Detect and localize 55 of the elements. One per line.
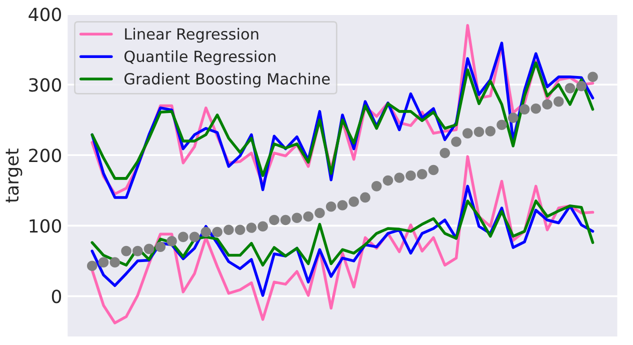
point bbox=[530, 103, 542, 114]
point bbox=[303, 211, 314, 222]
point bbox=[588, 72, 598, 82]
point bbox=[406, 170, 416, 181]
point bbox=[496, 120, 507, 130]
point bbox=[348, 196, 359, 207]
point bbox=[178, 232, 188, 242]
y-axis-title: target bbox=[6, 148, 22, 203]
point bbox=[269, 214, 280, 226]
point bbox=[553, 96, 564, 107]
point bbox=[360, 192, 370, 203]
legend-label: Linear Regression bbox=[125, 28, 258, 43]
point bbox=[144, 244, 154, 254]
point bbox=[314, 208, 325, 218]
legend-label: Quantile Regression bbox=[124, 50, 276, 66]
y-tick-label: 200 bbox=[29, 148, 62, 162]
y-tick-label: 100 bbox=[30, 219, 62, 233]
point bbox=[440, 148, 450, 158]
point bbox=[189, 232, 200, 242]
point bbox=[462, 128, 473, 138]
point bbox=[212, 226, 222, 238]
point bbox=[326, 201, 336, 212]
point bbox=[132, 246, 143, 256]
point bbox=[474, 126, 484, 138]
point bbox=[98, 257, 109, 268]
point bbox=[280, 214, 291, 226]
line-series bbox=[90, 200, 594, 267]
y-tick-label: 300 bbox=[29, 78, 62, 92]
point bbox=[428, 164, 439, 176]
point bbox=[337, 200, 348, 210]
point bbox=[200, 226, 212, 238]
point bbox=[234, 224, 246, 236]
point bbox=[394, 172, 404, 183]
point bbox=[292, 212, 302, 224]
point bbox=[451, 136, 462, 147]
point bbox=[485, 126, 496, 136]
point bbox=[519, 104, 530, 114]
point bbox=[258, 221, 268, 232]
point bbox=[382, 175, 394, 186]
point bbox=[564, 83, 576, 94]
point bbox=[371, 181, 382, 192]
point bbox=[576, 80, 587, 92]
legend-label: Gradient Boosting Machine bbox=[124, 72, 330, 88]
point bbox=[110, 257, 120, 268]
point bbox=[416, 169, 428, 180]
y-tick-label: 0 bbox=[52, 290, 62, 304]
y-tick-label: 400 bbox=[28, 8, 62, 22]
point bbox=[508, 112, 518, 123]
point bbox=[86, 260, 98, 272]
point bbox=[224, 224, 234, 236]
point bbox=[542, 99, 552, 110]
point bbox=[246, 222, 257, 233]
point bbox=[155, 242, 166, 252]
point bbox=[121, 246, 132, 256]
point bbox=[166, 236, 177, 246]
